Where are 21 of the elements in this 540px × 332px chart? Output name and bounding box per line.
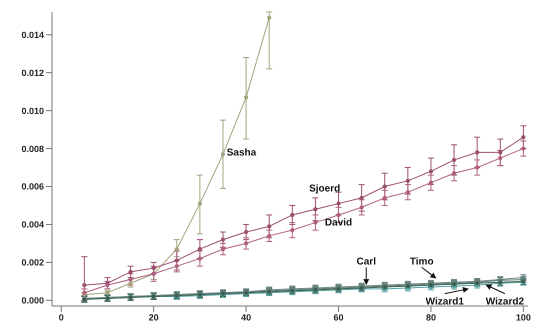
series-label: Carl [356, 256, 376, 268]
x-tick-label: 0 [58, 312, 64, 322]
series-label: Sasha [226, 147, 257, 158]
series-label: Wizard1 [426, 296, 464, 308]
x-tick-label: 80 [426, 312, 436, 322]
y-tick-label: 0.012 [21, 68, 44, 78]
y-tick-label: 0.002 [21, 258, 44, 268]
x-tick-label: 40 [241, 312, 252, 322]
x-tick-label: 60 [334, 312, 344, 322]
y-tick-label: 0.014 [21, 30, 44, 40]
y-tick-label: 0.006 [21, 182, 44, 192]
y-tick-label: 0.000 [21, 296, 44, 306]
y-tick-label: 0.010 [21, 106, 44, 116]
x-tick-label: 20 [148, 312, 159, 322]
series-label: Sjoerd [309, 183, 340, 194]
x-tick-label: 100 [516, 312, 531, 322]
series-label: Timo [410, 256, 434, 268]
y-tick-label: 0.004 [21, 220, 44, 230]
series-label: Wizard2 [486, 296, 524, 308]
series-label: David [324, 218, 352, 229]
y-tick-label: 0.008 [21, 144, 44, 154]
